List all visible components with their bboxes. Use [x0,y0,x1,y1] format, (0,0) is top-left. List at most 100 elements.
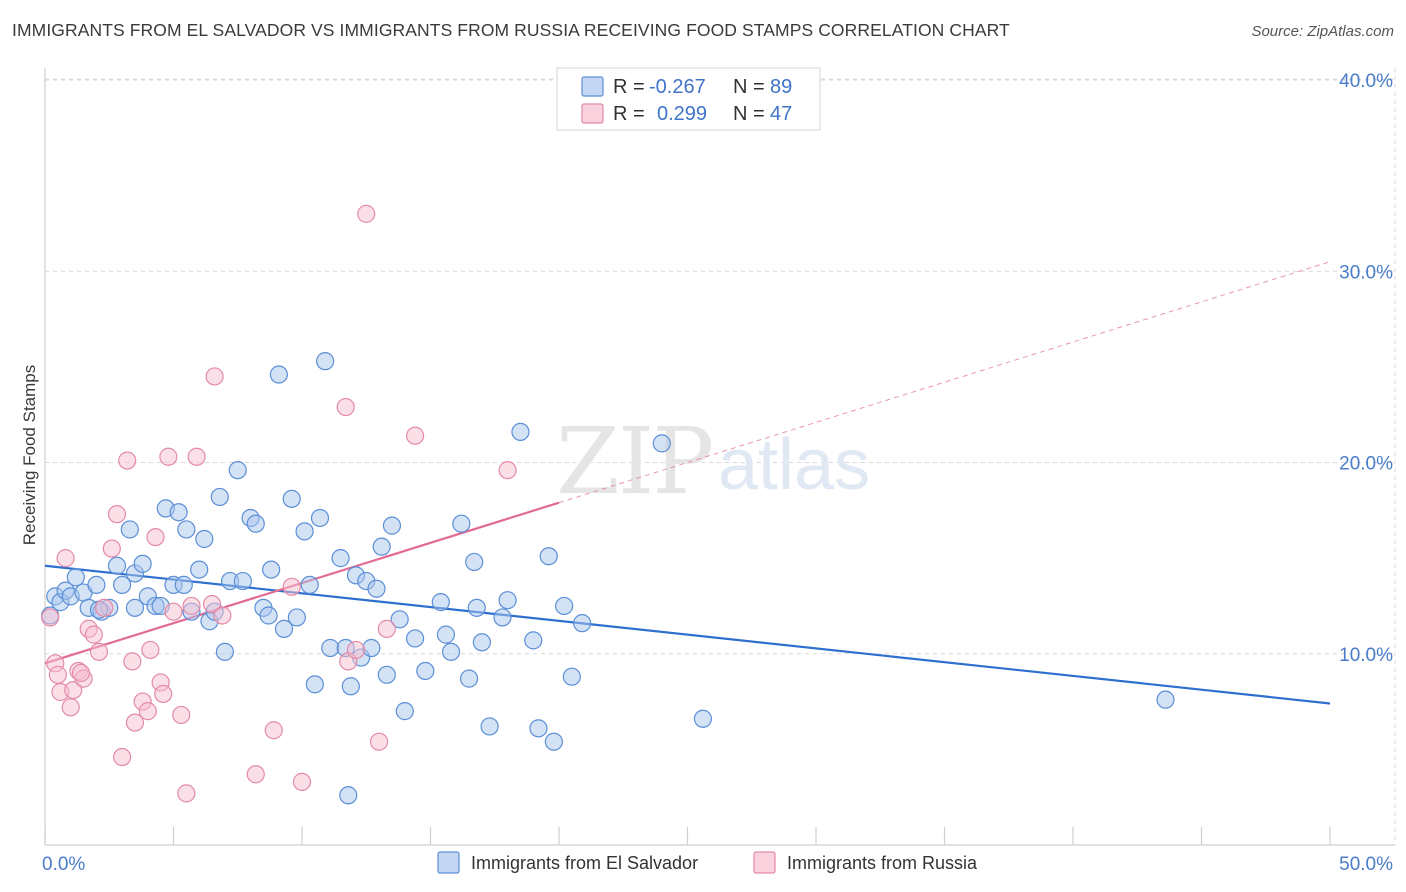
point-1-24 [159,447,178,466]
point-0-38 [262,560,281,579]
point-0-56 [362,638,381,658]
point-0-82 [562,667,581,686]
point-0-32 [228,461,247,480]
point-1-5 [61,698,80,717]
point-1-30 [202,594,222,614]
point-0-63 [405,629,425,648]
point-1-20 [141,640,160,660]
legend-r-label-el-salvador: R = [613,76,645,98]
data-points [41,204,1175,805]
point-0-58 [372,537,391,556]
point-1-46 [71,663,91,682]
point-1-36 [292,772,312,791]
point-1-39 [346,640,366,660]
point-0-77 [524,631,543,650]
point-1-45 [138,702,157,721]
point-0-87 [125,598,145,617]
point-0-44 [300,575,319,595]
point-0-59 [377,665,396,684]
point-1-37 [336,397,355,417]
legend-r-value-el-salvador: -0.267 [649,76,706,98]
point-0-41 [282,489,301,508]
point-1-26 [172,705,191,725]
point-1-13 [102,539,121,558]
point-0-85 [693,709,713,728]
point-0-78 [529,719,548,738]
y-tick-label-10: 10.0% [1339,645,1393,666]
point-0-25 [190,560,209,579]
point-1-17 [123,652,142,671]
point-0-21 [169,503,188,522]
point-1-23 [154,684,173,704]
series-legend: Immigrants from El Salvador Immigrants f… [437,851,978,874]
point-0-79 [539,547,558,566]
point-0-11 [107,556,127,575]
point-0-23 [177,520,196,539]
point-1-18 [125,713,145,732]
point-1-12 [95,598,114,617]
point-1-21 [146,527,165,547]
trend-line-extension-1 [558,261,1331,504]
y-axis-label: Receiving Food Stamps [20,365,39,545]
point-1-11 [89,642,109,661]
point-0-51 [341,677,360,696]
point-1-4 [56,549,75,568]
correlation-legend: R = -0.267 N = 89 R = 0.299 N = 47 [556,67,821,131]
point-0-40 [274,619,294,638]
point-0-66 [436,625,456,644]
legend-swatch-el-salvador [581,76,604,97]
point-0-45 [305,675,324,694]
point-0-83 [573,614,592,633]
point-0-22 [174,575,193,595]
point-1-41 [370,732,389,751]
point-0-62 [395,702,414,721]
point-0-65 [431,593,450,612]
point-1-31 [205,367,224,386]
point-0-60 [382,516,402,535]
point-0-71 [467,598,486,617]
point-1-28 [182,596,201,616]
point-0-73 [480,717,499,736]
bottom-legend-label-russia: Immigrants from Russia [787,853,978,873]
point-0-12 [112,575,132,595]
point-0-29 [210,487,229,507]
legend-n-value-el-salvador: 89 [770,76,792,98]
point-0-86 [1156,690,1175,709]
point-0-74 [493,608,512,627]
point-0-70 [465,552,484,572]
point-0-76 [511,422,530,441]
watermark-atlas: atlas [718,425,870,505]
point-0-72 [472,633,491,652]
point-0-57 [367,579,386,598]
y-tick-labels: 10.0% 20.0% 30.0% 40.0% [1339,71,1393,666]
point-0-15 [133,554,152,573]
bottom-legend-label-el-salvador: Immigrants from El Salvador [471,853,698,873]
trend-line-0 [44,564,1331,705]
legend-r-value-russia: 0.299 [657,103,707,125]
point-1-43 [405,426,425,445]
y-tick-label-30: 30.0% [1339,262,1393,283]
legend-n-label-el-salvador: N = [733,76,765,98]
point-1-29 [187,447,206,466]
bottom-legend-swatch-el-salvador [437,851,460,874]
point-1-44 [498,461,517,480]
chart-title: IMMIGRANTS FROM EL SALVADOR VS IMMIGRANT… [12,20,1010,40]
point-0-37 [259,606,278,625]
point-0-80 [544,732,563,751]
point-1-0 [41,608,60,627]
point-0-39 [269,365,288,384]
point-1-35 [282,577,301,596]
x-tick-labels: 0.0% 50.0% [42,854,1393,875]
point-0-30 [215,642,234,661]
legend-r-label-russia: R = [613,103,645,125]
point-1-33 [246,765,265,784]
point-0-81 [555,596,574,616]
point-0-13 [120,520,139,539]
point-1-40 [357,204,376,223]
point-0-33 [233,571,252,591]
source-label: Source: ZipAtlas.com [1251,23,1394,40]
point-0-84 [652,434,671,453]
point-0-48 [321,638,340,658]
watermark: ZIP atlas [556,408,870,515]
